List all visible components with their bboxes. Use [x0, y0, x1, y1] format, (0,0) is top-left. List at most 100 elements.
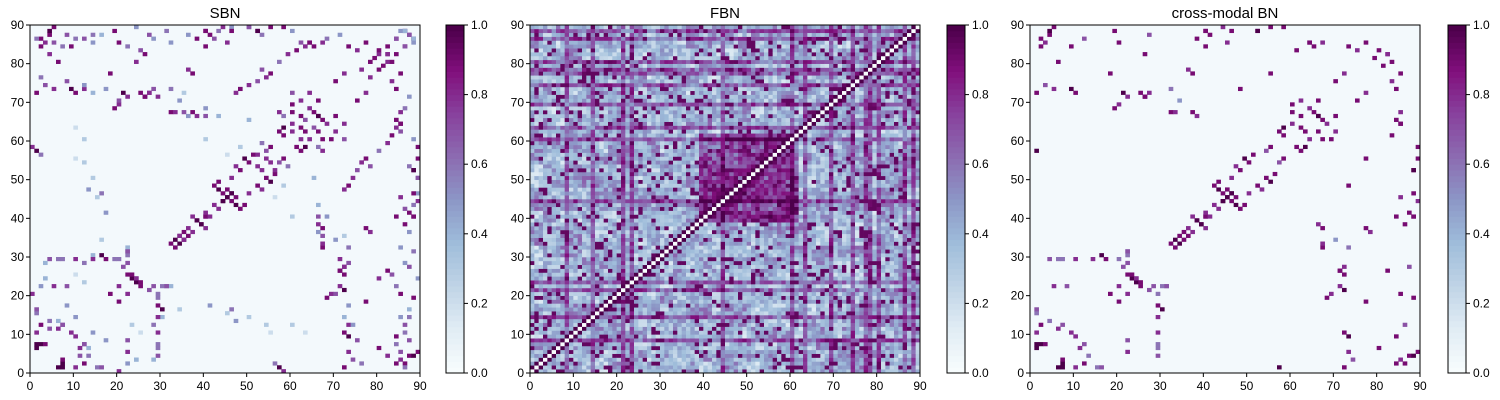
heatmap-cell: [651, 90, 656, 95]
heatmap-cell: [738, 214, 743, 219]
heatmap-cell: [638, 59, 643, 64]
heatmap-cell: [716, 218, 721, 223]
heatmap-cell: [716, 48, 721, 53]
heatmap-cell: [560, 106, 565, 111]
heatmap-cell: [603, 113, 609, 119]
heatmap-cell: [590, 369, 596, 374]
heatmap-cell: [603, 121, 609, 126]
heatmap-cell: [560, 125, 565, 130]
heatmap-cell: [603, 191, 609, 196]
heatmap-cell: [694, 40, 700, 45]
heatmap-cell: [359, 67, 364, 72]
heatmap-cell: [642, 195, 648, 200]
heatmap-cell: [668, 365, 674, 370]
heatmap-cell: [551, 338, 557, 343]
heatmap-cell: [720, 222, 726, 227]
heatmap-cell: [564, 233, 570, 238]
heatmap-cell: [707, 98, 713, 103]
heatmap-cell: [625, 326, 630, 331]
heatmap-cell: [668, 315, 674, 320]
heatmap-cell: [577, 75, 583, 80]
heatmap-cell: [556, 268, 561, 273]
heatmap-cell: [638, 222, 643, 227]
heatmap-cell: [277, 160, 282, 165]
heatmap-cell: [673, 121, 678, 126]
heatmap-cell: [690, 342, 695, 347]
heatmap-cell: [686, 195, 691, 200]
heatmap-cell: [655, 191, 661, 196]
heatmap-cell: [720, 237, 726, 242]
heatmap-cell: [612, 110, 617, 115]
heatmap-cell: [733, 326, 739, 331]
heatmap-cell: [712, 137, 717, 142]
heatmap-cell: [625, 98, 630, 103]
heatmap-cell: [543, 222, 548, 227]
heatmap-cell: [612, 229, 617, 235]
heatmap-cell: [699, 299, 704, 304]
heatmap-cell: [668, 75, 674, 80]
heatmap-cell: [329, 291, 334, 296]
heatmap-cell: [564, 187, 570, 192]
heatmap-cell: [729, 55, 734, 61]
heatmap-cell: [707, 241, 713, 246]
heatmap-cell: [677, 361, 682, 366]
heatmap-cell: [694, 222, 700, 227]
heatmap-cell: [569, 102, 574, 107]
heatmap-cell: [694, 152, 700, 157]
heatmap-cell: [712, 48, 717, 53]
heatmap-cell: [551, 125, 557, 130]
heatmap-cell: [564, 171, 570, 177]
heatmap-cell: [560, 113, 565, 119]
heatmap-cell: [534, 113, 539, 119]
heatmap-cell: [707, 164, 713, 169]
heatmap-cell: [668, 249, 674, 254]
heatmap-cell: [324, 214, 330, 219]
heatmap-cell: [681, 195, 687, 200]
heatmap-cell: [707, 83, 713, 88]
heatmap-cell: [677, 110, 682, 115]
heatmap-cell: [686, 241, 691, 246]
heatmap-cell: [733, 191, 739, 196]
heatmap-cell: [616, 357, 622, 362]
heatmap-cell: [725, 32, 730, 37]
heatmap-cell: [612, 206, 617, 211]
heatmap-cell: [725, 260, 730, 266]
heatmap-cell: [690, 226, 695, 231]
heatmap-cell: [716, 318, 721, 324]
heatmap-cell: [703, 245, 708, 250]
heatmap-cell: [677, 268, 682, 273]
heatmap-cell: [595, 369, 600, 374]
heatmap-cell: [625, 179, 630, 184]
heatmap-cell: [699, 79, 704, 84]
heatmap-cell: [586, 98, 591, 103]
heatmap-cell: [716, 295, 721, 300]
heatmap-cell: [342, 264, 347, 269]
heatmap-cell: [690, 206, 695, 211]
heatmap-cell: [720, 187, 726, 192]
heatmap-cell: [547, 148, 552, 153]
heatmap-cell: [543, 299, 548, 304]
heatmap-cell: [556, 55, 561, 61]
heatmap-cell: [694, 36, 700, 41]
heatmap-cell: [668, 210, 674, 215]
heatmap-cell: [116, 299, 122, 304]
heatmap-cell: [538, 55, 544, 61]
heatmap-cell: [603, 36, 609, 41]
heatmap-cell: [547, 63, 552, 68]
heatmap-cell: [603, 315, 609, 320]
heatmap-cell: [699, 272, 704, 277]
heatmap-cell: [534, 171, 539, 177]
heatmap-cell: [616, 214, 622, 219]
heatmap-cell: [543, 322, 548, 327]
heatmap-cell: [590, 284, 596, 289]
heatmap-cell: [564, 291, 570, 296]
heatmap-cell: [577, 245, 583, 250]
colorbar-tick-label: 0.8: [471, 88, 488, 102]
heatmap-cell: [681, 322, 687, 327]
heatmap-cell: [720, 338, 726, 343]
heatmap-cell: [582, 79, 587, 84]
heatmap-cell: [342, 187, 347, 192]
heatmap-cell: [551, 83, 557, 88]
heatmap-cell: [664, 44, 669, 49]
heatmap-cell: [621, 284, 626, 289]
